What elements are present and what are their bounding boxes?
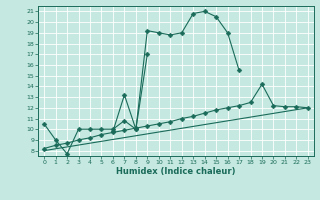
X-axis label: Humidex (Indice chaleur): Humidex (Indice chaleur) [116, 167, 236, 176]
